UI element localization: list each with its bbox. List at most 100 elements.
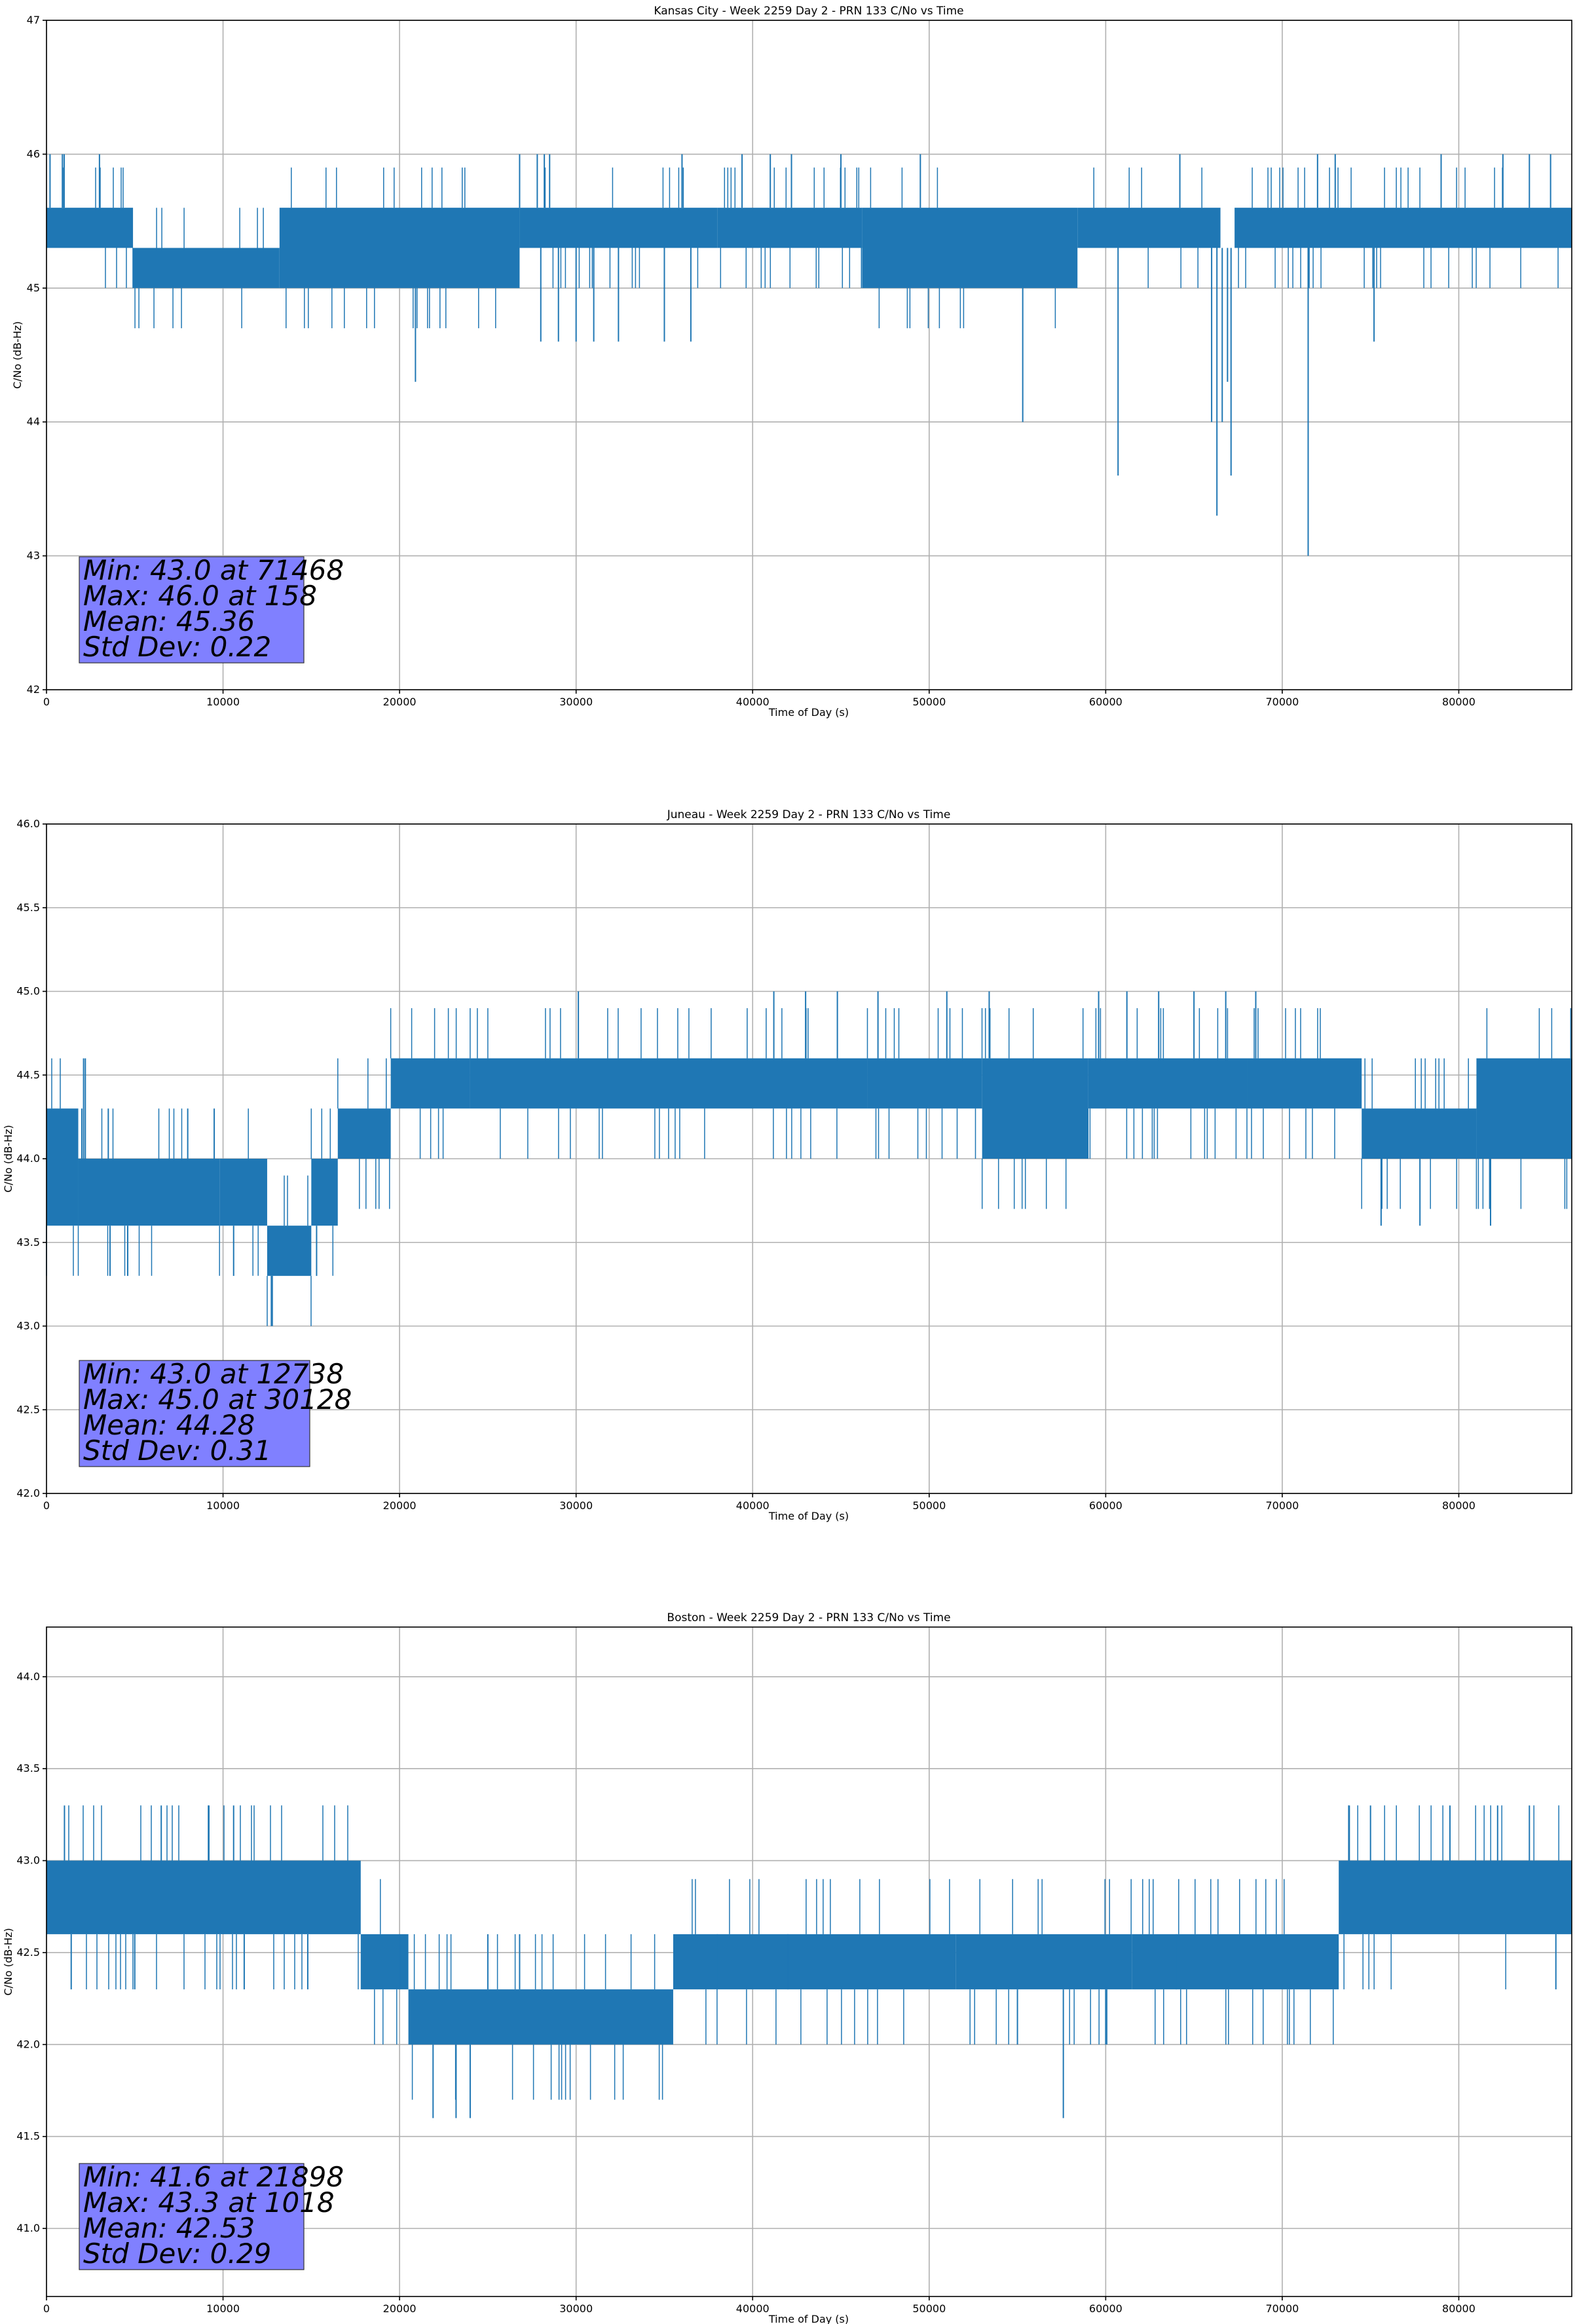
boston-series-band (673, 1934, 956, 1990)
juneau-x-tick-label: 20000 (383, 1499, 417, 1512)
juneau-y-tick-label: 45.0 (16, 985, 40, 998)
kansas-city-x-tick-label: 0 (43, 696, 50, 708)
kansas-city-plot-frame (46, 20, 1572, 690)
juneau-y-tick-label: 42.5 (16, 1403, 40, 1415)
kansas-city-series-edge (286, 167, 496, 329)
kansas-city-x-axis-label: Time of Day (s) (768, 706, 849, 719)
juneau-series-edge (1246, 1008, 1335, 1159)
juneau-y-tick-label: 46.0 (16, 817, 40, 830)
kansas-city-series-band (1234, 208, 1572, 248)
boston-y-tick-label: 41.5 (16, 2130, 40, 2143)
boston-series-edge (692, 1879, 950, 2045)
juneau-x-tick-label: 10000 (206, 1499, 240, 1512)
kansas-city-stat-min: Min: 43.0 at 71468 (83, 554, 344, 586)
boston-x-tick-label: 80000 (1442, 2302, 1475, 2315)
kansas-city-panel: Kansas City - Week 2259 Day 2 - PRN 133 … (11, 5, 1572, 719)
kansas-city-y-axis-label: C/No (dB-Hz) (11, 321, 24, 388)
kansas-city-series-edge (870, 167, 1056, 329)
juneau-series-edge (390, 1008, 457, 1159)
juneau-chart-title: Juneau - Week 2259 Day 2 - PRN 133 C/No … (667, 808, 951, 821)
kansas-city-series-band (46, 208, 134, 248)
juneau-series-band (1088, 1058, 1248, 1109)
kansas-city-stat-max: Max: 46.0 at 158 (83, 580, 317, 612)
kansas-city-x-tick-label: 70000 (1265, 696, 1299, 708)
boston-stat-min: Min: 41.6 at 21898 (83, 2161, 344, 2193)
juneau-x-tick-label: 50000 (912, 1499, 946, 1512)
juneau-series-edge (1475, 1008, 1572, 1209)
kansas-city-x-tick-label: 60000 (1089, 696, 1122, 708)
boston-stat-std-dev: Std Dev: 0.29 (83, 2238, 271, 2270)
kansas-city-series-band (717, 208, 863, 248)
boston-y-tick-label: 42.0 (16, 2038, 40, 2050)
boston-series-edge (1343, 1805, 1559, 1990)
boston-x-tick-label: 60000 (1089, 2302, 1122, 2315)
juneau-x-tick-label: 30000 (559, 1499, 593, 1512)
boston-series-edge (374, 1879, 398, 2045)
boston-x-tick-label: 30000 (559, 2302, 593, 2315)
juneau-series-band (311, 1159, 338, 1226)
juneau-x-tick-label: 80000 (1442, 1499, 1475, 1512)
boston-stats-box: Min: 41.6 at 21898 Max: 43.3 at 1018 Mea… (79, 2161, 344, 2270)
juneau-y-tick-label: 44.5 (16, 1068, 40, 1081)
kansas-city-series (46, 154, 1572, 556)
boston-series-band (46, 1860, 361, 1934)
kansas-city-y-tick-label: 45 (27, 282, 40, 294)
boston-x-tick-label: 40000 (736, 2302, 770, 2315)
kansas-city-x-tick-label: 50000 (912, 696, 946, 708)
juneau-series-band (219, 1159, 267, 1226)
boston-x-tick-label: 0 (43, 2302, 50, 2315)
juneau-series-band (867, 1058, 982, 1109)
kansas-city-series-edge (1093, 167, 1202, 288)
kansas-city-stats-background (79, 556, 305, 664)
juneau-series (46, 991, 1572, 1326)
juneau-x-tick-label: 0 (43, 1499, 50, 1512)
juneau-series-edge (310, 1108, 334, 1276)
boston-stat-max: Max: 43.3 at 1018 (83, 2186, 335, 2219)
kansas-city-series-edge (134, 208, 264, 329)
boston-series-edge (969, 1879, 1132, 2045)
juneau-series-band (982, 1058, 1088, 1159)
boston-stat-mean: Mean: 42.53 (83, 2212, 255, 2244)
juneau-stat-mean: Mean: 44.28 (83, 1409, 255, 1441)
juneau-stats-box: Min: 43.0 at 12738 Max: 45.0 at 30128 Me… (79, 1358, 352, 1467)
boston-x-tick-label: 10000 (206, 2302, 240, 2315)
kansas-city-x-tick-label: 80000 (1442, 696, 1475, 708)
juneau-y-axis-label: C/No (dB-Hz) (2, 1125, 14, 1192)
juneau-series-edge (267, 1175, 312, 1326)
kansas-city-series-edge (720, 167, 863, 288)
juneau-y-tick-label: 45.5 (16, 901, 40, 914)
boston-y-axis-label: C/No (dB-Hz) (2, 1928, 14, 1995)
boston-y-tick-label: 43.5 (16, 1762, 40, 1774)
kansas-city-series-band (519, 208, 718, 248)
juneau-stat-std-dev: Std Dev: 0.31 (83, 1434, 271, 1467)
boston-x-tick-label: 20000 (383, 2302, 417, 2315)
kansas-city-stats-box: Min: 43.0 at 71468 Max: 46.0 at 158 Mean… (79, 554, 344, 664)
kansas-city-x-tick-label: 20000 (383, 696, 417, 708)
juneau-series-band (1362, 1108, 1477, 1159)
boston-y-tick-label: 44.0 (16, 1670, 40, 1683)
juneau-series-band (470, 1058, 868, 1109)
juneau-series-band (337, 1108, 391, 1159)
juneau-series-edge (981, 1008, 1084, 1209)
kansas-city-y-tick-label: 46 (27, 147, 40, 160)
boston-panel: Boston - Week 2259 Day 2 - PRN 133 C/No … (2, 1611, 1572, 2324)
juneau-series-band (267, 1226, 312, 1276)
boston-x-axis-label: Time of Day (s) (768, 2313, 849, 2324)
boston-series (46, 1805, 1572, 2118)
boston-y-tick-label: 42.5 (16, 1946, 40, 1959)
juneau-stat-max: Max: 45.0 at 30128 (83, 1383, 352, 1415)
kansas-city-x-tick-label: 40000 (736, 696, 770, 708)
kansas-city-series-band (1077, 208, 1221, 248)
juneau-series-edge (866, 1008, 983, 1159)
boston-stats-background (79, 2163, 305, 2270)
boston-x-tick-label: 50000 (912, 2302, 946, 2315)
kansas-city-y-tick-label: 42 (27, 683, 40, 696)
juneau-stat-min: Min: 43.0 at 12738 (83, 1358, 344, 1390)
juneau-series-band (1476, 1058, 1572, 1159)
juneau-x-axis-label: Time of Day (s) (768, 1510, 849, 1522)
kansas-city-chart-title: Kansas City - Week 2259 Day 2 - PRN 133 … (654, 5, 963, 18)
juneau-series-band (1247, 1058, 1362, 1109)
kansas-city-y-tick-label: 43 (27, 550, 40, 562)
boston-plot-frame (46, 1626, 1572, 2297)
